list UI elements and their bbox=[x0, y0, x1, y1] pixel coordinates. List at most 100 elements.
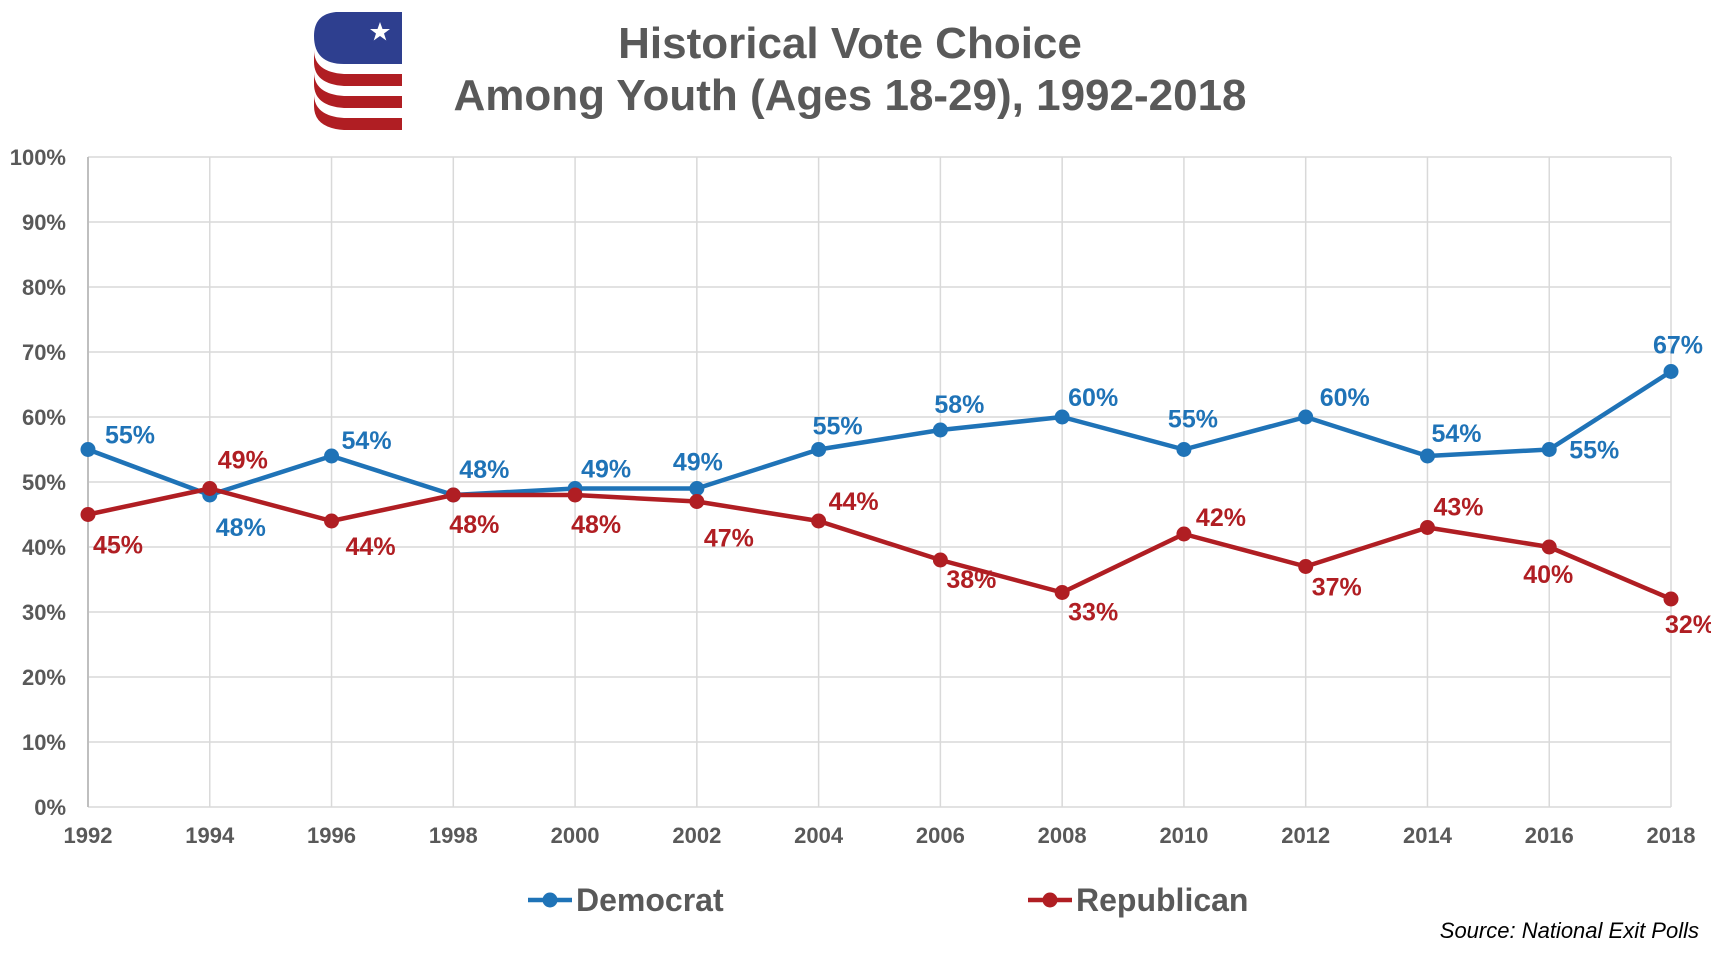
data-label-democrat: 58% bbox=[934, 391, 984, 419]
chart-title: Historical Vote Choice Among Youth (Ages… bbox=[400, 18, 1300, 122]
legend: Democrat Republican bbox=[528, 882, 1248, 918]
data-point-republican bbox=[811, 513, 827, 529]
data-point-democrat bbox=[1298, 409, 1314, 425]
gridlines bbox=[87, 156, 1672, 808]
logo-stripe-3 bbox=[314, 94, 402, 130]
data-point-democrat bbox=[689, 481, 705, 496]
data-point-democrat bbox=[932, 422, 948, 438]
flag-logo-icon bbox=[314, 12, 402, 130]
y-axis-tick-labels: 0% 10% 20% 30% 40% 50% 60% 70% 80% 90% 100% bbox=[10, 145, 66, 820]
data-point-democrat bbox=[1663, 364, 1679, 379]
series-lines bbox=[80, 364, 1679, 607]
data-point-republican bbox=[932, 552, 948, 568]
logo-star bbox=[370, 22, 390, 41]
data-label-republican: 38% bbox=[946, 566, 996, 594]
y-tick-label: 40% bbox=[22, 535, 66, 560]
data-point-republican bbox=[1054, 585, 1070, 600]
x-tick-label: 1996 bbox=[307, 823, 356, 848]
x-tick-label: 2008 bbox=[1038, 823, 1087, 848]
data-label-republican: 33% bbox=[1068, 599, 1118, 627]
legend-marker-democrat bbox=[542, 892, 558, 908]
data-label-democrat: 49% bbox=[581, 456, 631, 484]
data-label-republican: 45% bbox=[93, 532, 143, 560]
y-tick-label: 0% bbox=[34, 795, 66, 820]
data-label-democrat: 55% bbox=[813, 413, 863, 441]
data-label-republican: 48% bbox=[449, 511, 499, 539]
data-point-democrat bbox=[1176, 442, 1192, 457]
data-point-republican bbox=[324, 513, 340, 529]
data-point-republican bbox=[1541, 539, 1557, 555]
x-tick-label: 2002 bbox=[672, 823, 721, 848]
data-point-republican bbox=[80, 507, 96, 522]
x-tick-label: 1992 bbox=[64, 823, 113, 848]
data-point-republican bbox=[689, 494, 705, 509]
series-line-republican bbox=[87, 486, 1672, 602]
data-label-democrat: 54% bbox=[342, 427, 392, 455]
x-tick-label: 2000 bbox=[551, 823, 600, 848]
data-point-democrat bbox=[1054, 409, 1070, 425]
y-tick-label: 60% bbox=[22, 405, 66, 430]
chart-title-line-1: Historical Vote Choice bbox=[618, 19, 1082, 68]
data-label-republican: 47% bbox=[704, 525, 754, 553]
data-point-republican bbox=[1663, 591, 1679, 607]
x-tick-label: 2006 bbox=[916, 823, 965, 848]
data-point-republican bbox=[1298, 559, 1314, 574]
x-tick-label: 2012 bbox=[1281, 823, 1330, 848]
data-label-democrat: 60% bbox=[1068, 384, 1118, 412]
data-label-republican: 44% bbox=[829, 488, 879, 516]
x-axis-tick-labels: 1992 1994 1996 1998 2000 2002 2004 2006 2008 2010… bbox=[64, 823, 1696, 848]
y-tick-label: 100% bbox=[10, 145, 66, 170]
data-label-democrat: 55% bbox=[1168, 406, 1218, 434]
data-label-republican: 37% bbox=[1312, 574, 1362, 602]
data-label-republican: 44% bbox=[346, 533, 396, 561]
y-tick-label: 30% bbox=[22, 600, 66, 625]
data-label-democrat: 49% bbox=[673, 449, 723, 477]
data-point-democrat bbox=[324, 448, 340, 464]
data-point-democrat bbox=[811, 442, 827, 457]
source-note: Source: National Exit Polls bbox=[1439, 918, 1699, 943]
data-label-democrat: 48% bbox=[459, 456, 509, 484]
data-point-republican bbox=[202, 481, 218, 496]
y-tick-label: 80% bbox=[22, 275, 66, 300]
y-tick-label: 20% bbox=[22, 665, 66, 690]
data-point-republican bbox=[567, 487, 583, 503]
data-label-republican: 42% bbox=[1196, 504, 1246, 532]
data-label-democrat: 67% bbox=[1653, 332, 1703, 360]
x-tick-label: 1994 bbox=[185, 823, 235, 848]
legend-label-republican: Republican bbox=[1076, 882, 1248, 918]
x-tick-label: 2016 bbox=[1525, 823, 1574, 848]
logo-stripe-1 bbox=[314, 50, 402, 86]
y-tick-label: 50% bbox=[22, 470, 66, 495]
data-label-democrat: 55% bbox=[105, 422, 155, 450]
data-label-republican: 43% bbox=[1433, 494, 1483, 522]
data-label-republican: 48% bbox=[571, 511, 621, 539]
x-tick-label: 2018 bbox=[1647, 823, 1696, 848]
chart-title-line-2: Among Youth (Ages 18-29), 1992-2018 bbox=[453, 71, 1247, 120]
data-labels: 55% 48% 54% 48% 49% 49% 55% 58% 60% 55% 60% 54% 55% 6… bbox=[93, 332, 1711, 640]
data-point-republican bbox=[1419, 520, 1435, 535]
data-label-democrat: 60% bbox=[1320, 384, 1370, 412]
data-label-democrat: 54% bbox=[1431, 420, 1481, 448]
legend-label-democrat: Democrat bbox=[576, 882, 724, 918]
y-tick-label: 90% bbox=[22, 210, 66, 235]
data-label-republican: 32% bbox=[1665, 611, 1711, 639]
x-tick-label: 2010 bbox=[1159, 823, 1208, 848]
data-point-republican bbox=[445, 487, 461, 503]
data-point-democrat bbox=[1419, 448, 1435, 464]
x-tick-label: 2004 bbox=[794, 823, 844, 848]
data-point-republican bbox=[1176, 526, 1192, 542]
data-label-republican: 49% bbox=[218, 447, 268, 475]
y-tick-label: 10% bbox=[22, 730, 66, 755]
y-tick-label: 70% bbox=[22, 340, 66, 365]
legend-marker-republican bbox=[1042, 892, 1058, 908]
data-label-republican: 40% bbox=[1523, 561, 1573, 589]
logo-stripe-2 bbox=[314, 72, 402, 108]
x-tick-label: 2014 bbox=[1403, 823, 1453, 848]
data-point-democrat bbox=[1541, 442, 1557, 457]
data-label-democrat: 55% bbox=[1569, 437, 1619, 465]
series-line-democrat bbox=[87, 369, 1673, 498]
x-tick-label: 1998 bbox=[429, 823, 478, 848]
data-point-democrat bbox=[80, 442, 96, 457]
